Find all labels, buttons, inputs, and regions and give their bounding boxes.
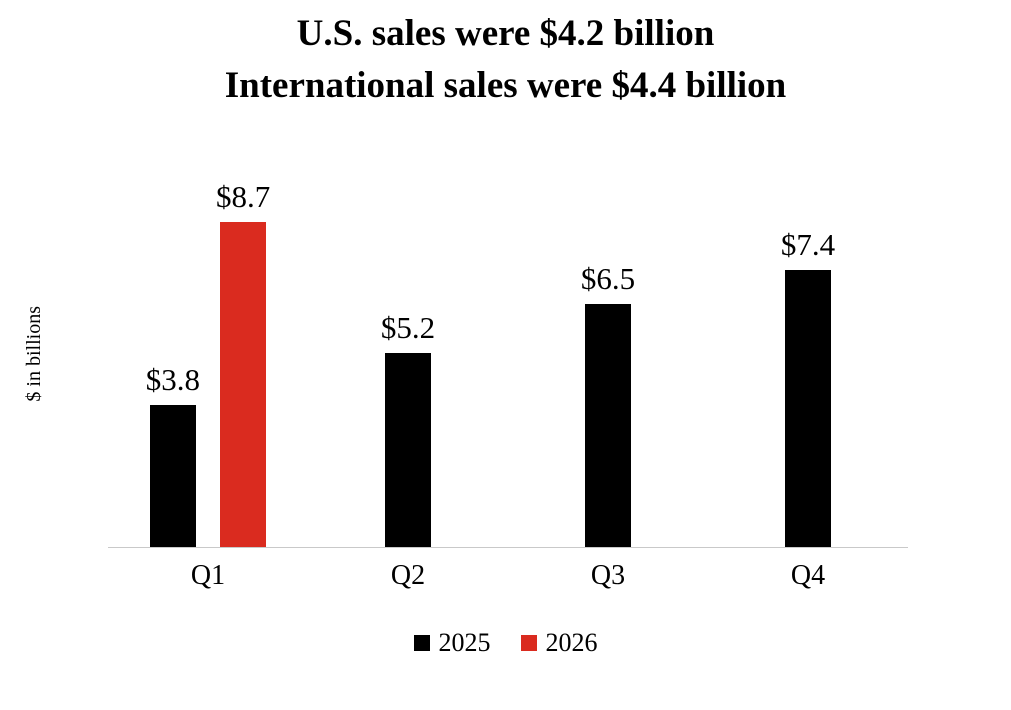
bar-group-Q3: $6.5 — [508, 160, 708, 547]
x-axis-label-Q2: Q2 — [390, 560, 426, 591]
bar-value-label-2025-Q3: $6.5 — [580, 261, 636, 296]
legend: 2025 2026 — [0, 628, 1011, 658]
bar-value-label-2025-Q1: $3.8 — [145, 362, 200, 397]
bar-item-2025-Q2: $5.2 — [381, 310, 435, 547]
chart-title-line2: International sales were $4.4 billion — [224, 64, 787, 106]
x-axis-label-Q3: Q3 — [590, 560, 626, 591]
bar-value-label-2025-Q2: $5.2 — [380, 310, 436, 345]
bar-value-label-2025-Q4: $7.4 — [780, 227, 836, 262]
legend-swatch-2026-icon — [520, 635, 537, 651]
bar-group-Q1: $3.8 $8.7 — [108, 160, 308, 547]
chart-title-line1: U.S. sales were $4.2 billion — [296, 13, 715, 54]
x-axis-label-Q1: Q1 — [190, 560, 226, 591]
bar-2025-Q4 — [785, 270, 831, 547]
bar-item-2026-Q1: $8.7 — [216, 179, 270, 547]
bar-2025-Q1 — [149, 405, 196, 547]
chart-title: U.S. sales were $4.2 billion Internation… — [0, 8, 1011, 112]
bar-item-2025-Q3: $6.5 — [581, 261, 635, 547]
bar-item-2025-Q4: $7.4 — [781, 227, 835, 547]
legend-swatch-2025-icon — [413, 635, 430, 651]
y-axis-label-container: $ in billions — [14, 160, 54, 548]
legend-label-2025: 2025 — [438, 628, 491, 657]
legend-item-2025: 2025 — [413, 628, 491, 658]
bar-value-label-2026-Q1: $8.7 — [216, 179, 271, 214]
bar-2025-Q3 — [585, 304, 631, 547]
x-axis-label-Q4: Q4 — [790, 560, 826, 591]
plot-area: $3.8 $8.7 $5.2 $6.5 $7.4 — [108, 160, 908, 548]
bar-2025-Q2 — [385, 353, 431, 547]
bar-group-Q2: $5.2 — [308, 160, 508, 547]
y-axis-label: $ in billions — [22, 306, 45, 402]
bar-item-2025-Q1: $3.8 — [146, 362, 200, 547]
bar-group-Q4: $7.4 — [708, 160, 908, 547]
x-axis-labels: Q1 Q2 Q3 Q4 — [108, 560, 908, 592]
legend-label-2026: 2026 — [545, 628, 598, 657]
bar-2026-Q1 — [220, 222, 267, 547]
legend-item-2026: 2026 — [520, 628, 598, 658]
